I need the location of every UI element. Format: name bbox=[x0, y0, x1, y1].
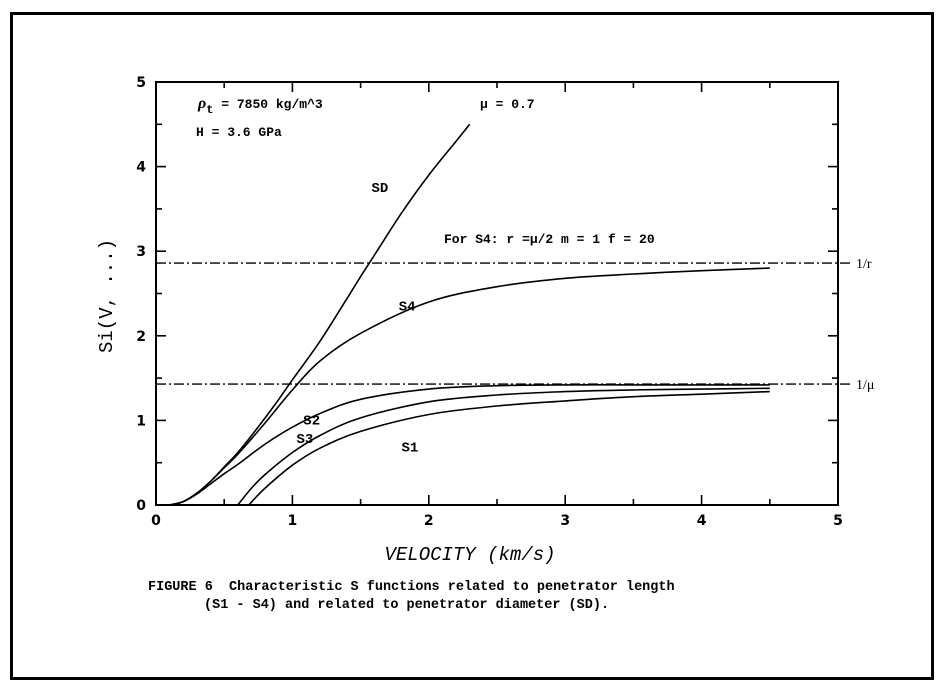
y-tick-label: 2 bbox=[136, 329, 146, 345]
series-line-s1 bbox=[248, 390, 770, 506]
y-axis-title: Si(V, ...) bbox=[96, 239, 118, 353]
y-tick-label: 0 bbox=[136, 498, 146, 514]
reference-line-label: 1/μ bbox=[856, 378, 874, 393]
series-label-s2: S2 bbox=[303, 414, 320, 430]
curve-labels: SD S4 S2 S3 S1 bbox=[296, 181, 418, 457]
x-tick-label: 5 bbox=[833, 513, 843, 529]
reference-lines: 1/r 1/μ bbox=[156, 257, 874, 393]
density-annotation: ρt = 7850 kg/m^3 bbox=[197, 95, 323, 117]
figure-caption-line1: FIGURE 6 Characteristic S functions rela… bbox=[148, 580, 675, 595]
series-label-s1: S1 bbox=[402, 441, 419, 457]
plot-area bbox=[155, 81, 839, 506]
x-tick-label: 0 bbox=[151, 513, 161, 529]
series-label-sd: SD bbox=[372, 181, 389, 197]
curves bbox=[169, 123, 770, 506]
figure-frame bbox=[10, 12, 934, 680]
x-axis-title: VELOCITY (km/s) bbox=[384, 544, 555, 566]
series-label-s4: S4 bbox=[399, 299, 416, 315]
series-label-s3: S3 bbox=[296, 432, 313, 448]
series-line-s2 bbox=[169, 384, 770, 506]
axis-ticks: 0 1 2 3 4 5 0 1 2 3 4 5 bbox=[136, 75, 843, 529]
plot-border bbox=[155, 81, 839, 506]
figure-caption-line2: (S1 - S4) and related to penetrator diam… bbox=[204, 598, 610, 613]
series-line-s4 bbox=[169, 267, 770, 506]
series-line-s3 bbox=[237, 387, 770, 506]
x-tick-label: 3 bbox=[560, 513, 570, 529]
x-tick-label: 4 bbox=[697, 513, 707, 529]
y-tick-label: 5 bbox=[136, 75, 146, 91]
mu-annotation: μ = 0.7 bbox=[480, 97, 535, 112]
x-tick-label: 2 bbox=[424, 513, 434, 529]
x-tick-label: 1 bbox=[288, 513, 298, 529]
y-tick-label: 3 bbox=[136, 244, 146, 260]
y-tick-label: 4 bbox=[136, 160, 146, 176]
hardness-annotation: H = 3.6 GPa bbox=[196, 125, 282, 140]
s4-parameters-annotation: For S4: r =μ/2 m = 1 f = 20 bbox=[444, 232, 655, 247]
reference-line-label: 1/r bbox=[856, 257, 872, 272]
y-tick-label: 1 bbox=[136, 413, 146, 429]
